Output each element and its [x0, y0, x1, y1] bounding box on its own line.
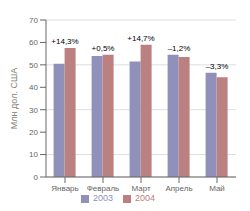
svg-text:40: 40	[29, 83, 38, 92]
svg-text:+0,5%: +0,5%	[92, 44, 115, 53]
svg-text:0: 0	[34, 173, 39, 182]
svg-text:70: 70	[29, 16, 38, 25]
svg-text:+14,3%: +14,3%	[51, 37, 78, 46]
svg-text:+14,7%: +14,7%	[127, 34, 154, 43]
svg-text:60: 60	[29, 38, 38, 47]
svg-text:Март: Март	[131, 184, 150, 193]
svg-text:20: 20	[29, 128, 38, 137]
html-text:2004: 2004	[135, 193, 155, 203]
html-text:2003: 2003	[93, 193, 113, 203]
svg-text:–1,2%: –1,2%	[168, 44, 191, 53]
svg-text:Апрель: Апрель	[165, 184, 192, 193]
svg-text:–3,3%: –3,3%	[206, 62, 229, 71]
svg-text:Млн дол. США: Млн дол. США	[9, 68, 19, 129]
svg-text:Май: Май	[209, 184, 225, 193]
svg-text:Январь: Январь	[51, 184, 78, 193]
svg-text:Февраль: Февраль	[87, 184, 120, 193]
svg-text:50: 50	[29, 61, 38, 70]
svg-text:10: 10	[29, 150, 38, 159]
svg-text:30: 30	[29, 106, 38, 115]
